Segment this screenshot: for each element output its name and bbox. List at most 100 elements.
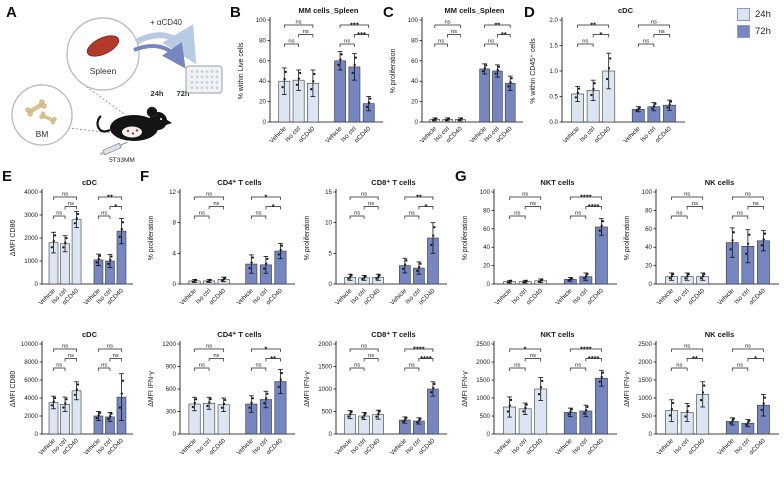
sig-bracket xyxy=(109,358,122,362)
svg-text:5: 5 xyxy=(329,250,333,257)
chart-cd4-proliferation: CD4⁺ T cells% proliferation 0 4 8 12 Vehicle I… xyxy=(146,176,298,326)
sig-bracket xyxy=(349,367,365,371)
sig-label: ** xyxy=(501,30,507,39)
data-point xyxy=(524,406,527,410)
data-point xyxy=(745,423,748,426)
svg-text:ΔMFI CD86: ΔMFI CD86 xyxy=(10,220,17,257)
data-point xyxy=(361,416,364,419)
sig-label: ** xyxy=(692,354,698,363)
data-point xyxy=(684,415,687,418)
sig-label: ns xyxy=(692,201,698,207)
data-point xyxy=(50,404,53,407)
sig-label: ns xyxy=(676,211,682,217)
sig-label: * xyxy=(114,202,117,211)
data-point xyxy=(732,231,735,234)
sig-bracket xyxy=(208,206,225,210)
data-point xyxy=(209,278,212,282)
data-point xyxy=(507,85,510,88)
data-point xyxy=(592,87,595,90)
sig-label: ns xyxy=(488,39,494,45)
spleen-label: Spleen xyxy=(90,66,117,76)
chart-mm-cells-spleen-prolif: MM cells_Spleen % proliferation 0 20 40 60 80 1… xyxy=(388,4,526,164)
chart-cdc-cd86: cDC ΔMFI CD86 0 1000 2000 3000 4000 Vehicle Iso … xyxy=(8,176,136,326)
data-point xyxy=(418,419,421,422)
data-point xyxy=(703,272,706,276)
svg-text:100: 100 xyxy=(480,189,491,196)
sig-bracket xyxy=(349,196,379,200)
sig-label: ** xyxy=(416,193,422,202)
svg-text:4000: 4000 xyxy=(24,395,38,402)
legend-item-72h: 72h xyxy=(737,25,771,38)
data-point xyxy=(607,67,611,70)
sig-label: ns xyxy=(256,211,262,217)
data-point xyxy=(537,393,541,396)
chart-mm-cells-spleen-live: MM cells_Spleen % within Live cells 0 20 40 6… xyxy=(236,4,386,164)
data-point xyxy=(121,221,125,224)
sig-bracket xyxy=(509,367,526,371)
data-point xyxy=(684,277,687,280)
data-point xyxy=(377,412,380,416)
data-point xyxy=(525,279,528,282)
sig-label: **** xyxy=(588,202,600,211)
chart-svg: CD8⁺ T cells ΔMFI IFN-γ 0 500 1000 1500 2000 Ve… xyxy=(304,330,447,457)
legend-swatch-24h xyxy=(737,8,750,21)
sig-label: ns xyxy=(651,20,657,26)
sig-bracket xyxy=(339,24,370,28)
data-point xyxy=(110,255,113,258)
data-point xyxy=(762,238,765,241)
svg-text:% within Live cells: % within Live cells xyxy=(238,42,245,99)
data-point xyxy=(483,67,487,70)
chart-cd8-proliferation: CD8⁺ T cells % proliferation 0 5 10 15 Vehicle… xyxy=(302,176,450,326)
sig-label: ns xyxy=(514,363,520,369)
chart-svg: NKT cells % proliferation 0 20 40 60 80 100 Vehi… xyxy=(462,178,617,307)
data-point xyxy=(701,391,705,394)
sig-bracket xyxy=(98,196,122,200)
data-point xyxy=(522,281,525,284)
data-point xyxy=(509,398,513,402)
data-point xyxy=(118,235,121,238)
data-point xyxy=(250,401,253,404)
data-point xyxy=(310,88,313,91)
data-point xyxy=(351,71,354,75)
data-point xyxy=(53,234,57,237)
sig-label: ns xyxy=(753,201,759,207)
sig-bracket xyxy=(283,43,299,47)
data-point xyxy=(574,96,578,99)
sig-label: ns xyxy=(737,363,743,369)
svg-text:2000: 2000 xyxy=(476,359,490,366)
panel-letter-d: D xyxy=(524,4,535,21)
data-point xyxy=(541,278,544,281)
data-point xyxy=(601,220,605,223)
data-point xyxy=(748,419,751,422)
sig-label: ns xyxy=(56,363,62,369)
chart-cd4-ifng: CD4⁺ T cells ΔMFI IFN-γ 0 300 600 900 1200 Vehi… xyxy=(146,328,298,476)
data-point xyxy=(671,401,675,405)
sig-label: ns xyxy=(737,211,743,217)
sig-bracket xyxy=(569,196,602,200)
svg-text:1000: 1000 xyxy=(318,386,332,393)
data-point xyxy=(377,275,380,278)
svg-text:1200: 1200 xyxy=(162,341,176,348)
data-point xyxy=(748,233,751,236)
sig-label: ns xyxy=(445,20,451,26)
svg-text:Vehicle: Vehicle xyxy=(622,125,642,145)
sig-label: ns xyxy=(643,39,649,45)
chart-svg: CD4⁺ T cells% proliferation04812VehicleI… xyxy=(148,178,295,307)
svg-text:10000: 10000 xyxy=(21,341,39,348)
bar xyxy=(492,70,503,123)
sig-bracket xyxy=(509,196,542,200)
sig-label: ns xyxy=(344,39,350,45)
svg-text:% proliferation: % proliferation xyxy=(462,216,469,261)
data-point xyxy=(687,404,690,408)
data-point xyxy=(64,241,67,244)
svg-text:1.0: 1.0 xyxy=(549,68,558,75)
svg-text:1.5: 1.5 xyxy=(549,43,558,50)
sig-label: * xyxy=(424,202,427,211)
data-point xyxy=(107,417,110,421)
sig-bracket xyxy=(731,348,764,352)
sig-bracket xyxy=(592,34,610,38)
plate-icon xyxy=(185,65,223,94)
svg-text:60: 60 xyxy=(259,58,266,65)
data-point xyxy=(277,385,280,389)
